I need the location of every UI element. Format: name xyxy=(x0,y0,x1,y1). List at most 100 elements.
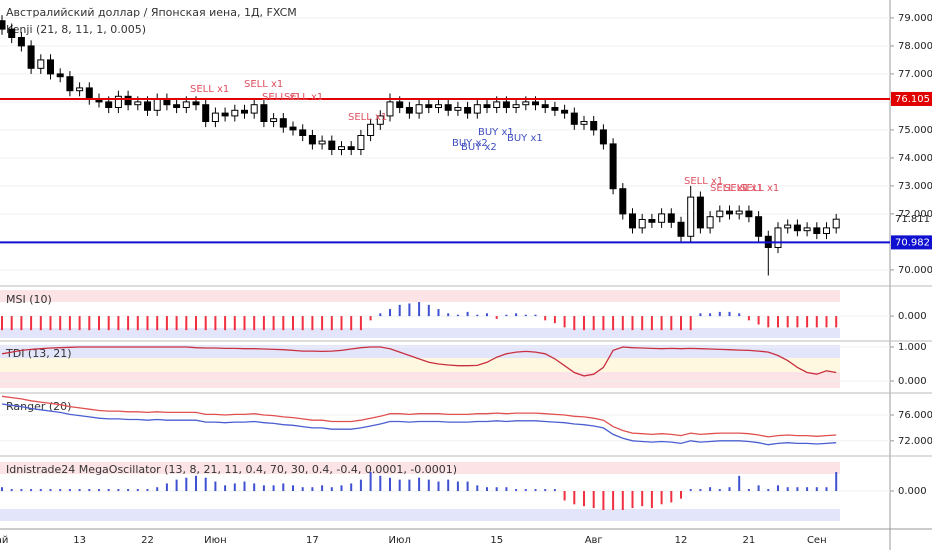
oscillator-bar xyxy=(30,489,33,492)
oscillator-bar xyxy=(631,316,634,331)
oscillator-bar xyxy=(156,316,159,331)
oscillator-bar xyxy=(466,481,469,492)
oscillator-bar xyxy=(573,491,576,505)
candle-body xyxy=(289,126,297,131)
candle-body xyxy=(726,210,733,215)
candle-body xyxy=(677,221,685,237)
oscillator-bar xyxy=(447,313,450,317)
oscillator-bar xyxy=(689,316,692,331)
oscillator-bar xyxy=(738,313,741,317)
oscillator-bar xyxy=(534,314,537,317)
oscillator-bar xyxy=(515,489,518,492)
oscillator-bar xyxy=(709,313,712,317)
candle-body xyxy=(386,101,394,117)
chart-title: Австралийский доллар / Японская иена, 1Д… xyxy=(6,6,297,19)
candle-body xyxy=(250,104,258,114)
candle-body xyxy=(561,109,569,114)
oscillator-bar xyxy=(650,316,653,331)
candle-body xyxy=(66,76,74,92)
oscillator-bar xyxy=(815,316,818,328)
indicator-title: Ranger (20) xyxy=(6,400,71,413)
oscillator-bar xyxy=(534,489,537,492)
oscillator-bar xyxy=(495,487,498,492)
oscillator-bar xyxy=(747,489,750,492)
y-tick-label: 0.000 xyxy=(898,311,927,322)
candle-body xyxy=(619,188,627,215)
oscillator-bar xyxy=(156,487,159,492)
oscillator-bar xyxy=(437,481,440,492)
oscillator-bar xyxy=(243,481,246,492)
oscillator-bar xyxy=(544,316,547,321)
oscillator-bar xyxy=(88,489,91,492)
candle-body xyxy=(192,101,200,106)
candle-body xyxy=(56,73,64,78)
indicator-title: MSI (10) xyxy=(6,293,52,306)
oscillator-bar xyxy=(379,475,382,492)
candle-body xyxy=(338,146,345,150)
oscillator-bar xyxy=(146,316,149,331)
candle-body xyxy=(328,140,336,150)
oscillator-bar xyxy=(835,472,838,492)
candle-body xyxy=(211,112,219,123)
oscillator-bar xyxy=(670,316,673,331)
oscillator-bar xyxy=(369,472,372,492)
indicator-band xyxy=(0,372,840,388)
oscillator-bar xyxy=(408,479,411,492)
candle-body xyxy=(784,224,792,229)
oscillator-bar xyxy=(224,485,227,492)
oscillator-bar xyxy=(88,316,91,331)
oscillator-bar xyxy=(359,479,362,492)
oscillator-bar xyxy=(68,489,71,492)
oscillator-bar xyxy=(165,483,168,492)
oscillator-bar xyxy=(796,487,799,492)
candle-body xyxy=(483,104,491,109)
oscillator-bar xyxy=(456,481,459,492)
indicator-line xyxy=(1,395,837,438)
oscillator-bar xyxy=(680,491,682,499)
candle-body xyxy=(696,196,704,229)
y-tick-label: 0.000 xyxy=(898,376,927,387)
oscillator-bar xyxy=(631,491,634,509)
candle-body xyxy=(182,101,190,109)
oscillator-bar xyxy=(98,489,100,492)
oscillator-bar xyxy=(495,316,498,319)
oscillator-bar xyxy=(195,475,197,492)
oscillator-bar xyxy=(292,485,294,492)
oscillator-bar xyxy=(709,487,712,492)
oscillator-bar xyxy=(738,475,741,492)
candle-body xyxy=(0,20,6,30)
oscillator-bar xyxy=(825,487,828,492)
signal-label: BUY x1 xyxy=(478,127,514,138)
candle-body xyxy=(425,104,433,109)
oscillator-bar xyxy=(699,489,702,492)
y-tick-label: 1.000 xyxy=(898,342,927,353)
oscillator-bar xyxy=(49,489,52,492)
y-tick-label: 73.000 xyxy=(898,181,932,192)
candle-body xyxy=(124,95,132,106)
oscillator-bar xyxy=(427,479,430,492)
oscillator-bar xyxy=(680,316,682,331)
oscillator-bar xyxy=(418,302,421,317)
oscillator-bar xyxy=(262,316,265,331)
oscillator-bar xyxy=(59,316,62,331)
oscillator-bar xyxy=(408,303,411,317)
signal-label: BUY x2 xyxy=(461,142,497,153)
candle-body xyxy=(318,140,326,145)
signal-label: SELL x1 xyxy=(262,92,301,103)
indicator-band xyxy=(0,462,840,474)
candle-body xyxy=(8,28,16,39)
candle-body xyxy=(376,115,384,125)
oscillator-bar xyxy=(592,316,595,331)
oscillator-bar xyxy=(602,316,605,331)
oscillator-bar xyxy=(583,316,585,331)
candle-body xyxy=(551,107,559,111)
x-tick-label: 17 xyxy=(306,535,319,546)
candle-body xyxy=(590,121,598,131)
candle-body xyxy=(27,45,35,69)
oscillator-bar xyxy=(718,489,721,492)
candle-body xyxy=(638,218,646,229)
oscillator-bar xyxy=(1,487,3,492)
candle-body xyxy=(648,218,656,223)
candle-body xyxy=(473,104,481,114)
